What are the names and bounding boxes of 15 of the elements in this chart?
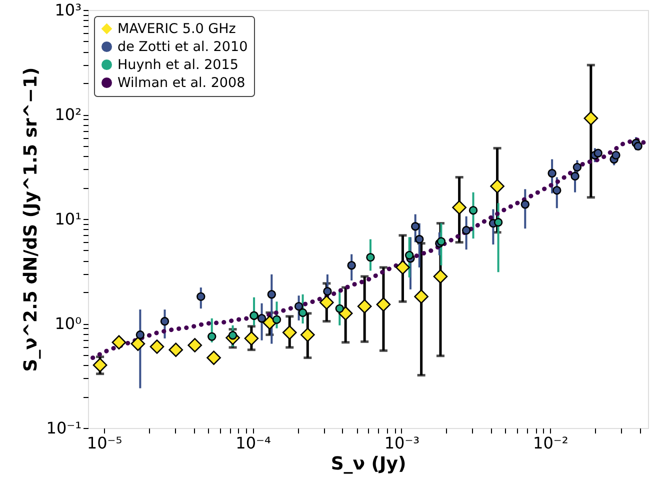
y-tick-label: 10⁻¹	[46, 418, 82, 438]
y-axis-title: S_ν^2.5 dN/dS (Jy^1.5 sr^−1)	[20, 67, 42, 372]
x-tick-label: 10⁻⁴	[236, 434, 271, 452]
y-tick-label: 10⁰	[54, 314, 82, 333]
legend-label: Wilman et al. 2008	[118, 74, 246, 91]
x-tick-label: 10⁻⁵	[86, 434, 122, 452]
x-tick-label: 10⁻³	[384, 434, 420, 452]
y-tick-label: 10¹	[54, 210, 82, 228]
legend-label: de Zotti et al. 2010	[118, 38, 248, 55]
legend-label: MAVERIC 5.0 GHz	[118, 20, 236, 37]
x-tick-label: 10⁻²	[533, 434, 568, 452]
y-tick-label: 10²	[54, 105, 82, 124]
legend-label: Huynh et al. 2015	[118, 56, 238, 73]
x-axis-title: S_ν (Jy)	[330, 454, 406, 474]
y-tick-label: 10³	[54, 0, 82, 20]
